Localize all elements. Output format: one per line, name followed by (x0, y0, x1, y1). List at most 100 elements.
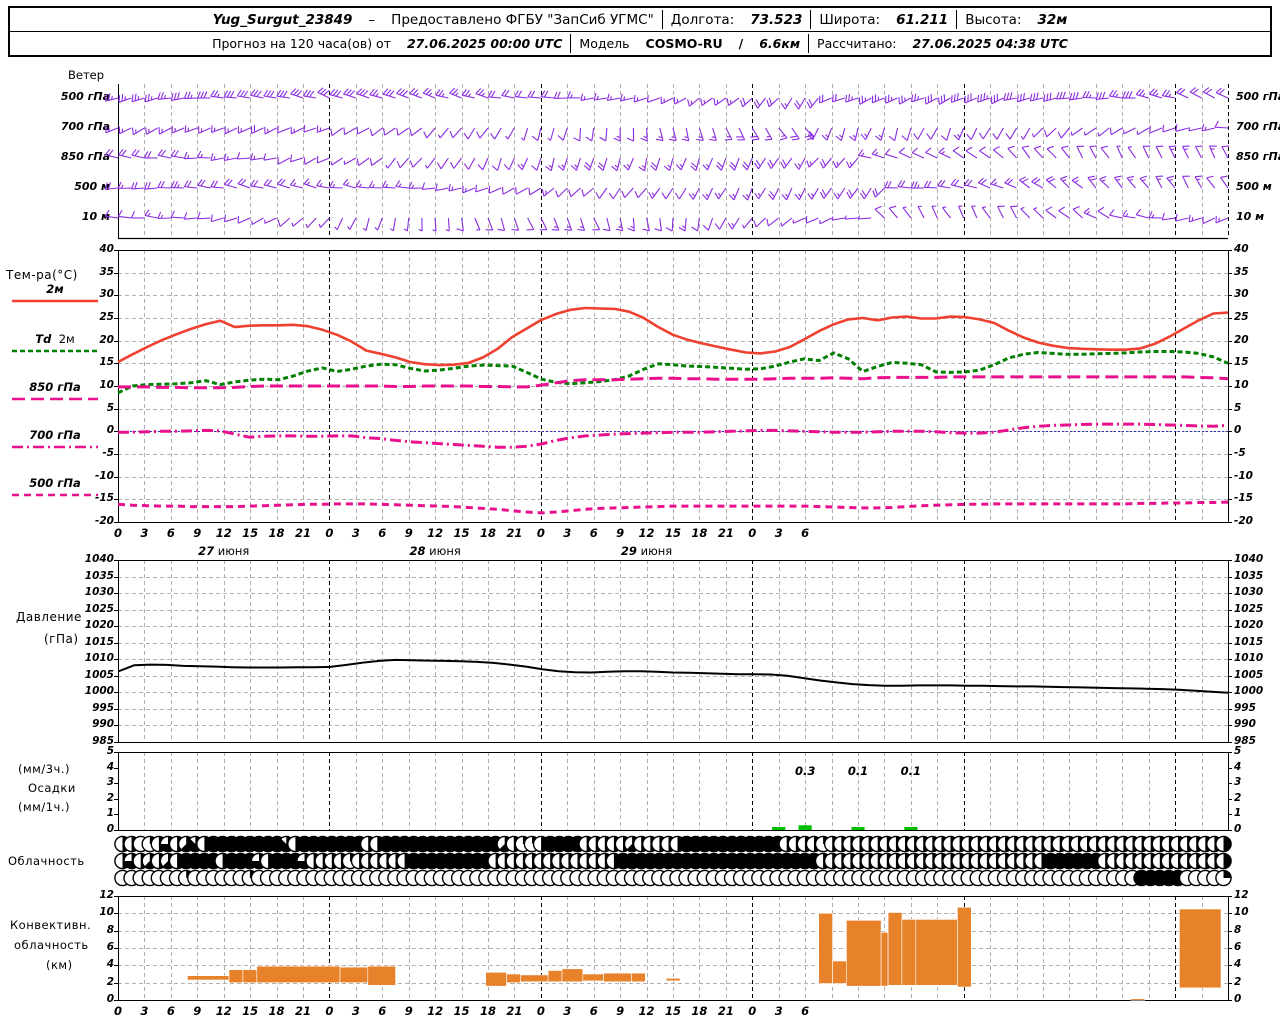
pressure-ytick: 985 (1234, 735, 1256, 747)
legend-label: 850 гПа (29, 380, 81, 394)
divider (810, 10, 812, 29)
temperature-ytick: -20 (1234, 515, 1253, 527)
hour-tick-label: 9 (193, 526, 202, 540)
hour-tick-label: 21 (294, 526, 312, 540)
precip-amount-label: 0.1 (847, 764, 869, 778)
temperature-ytick: 40 (1234, 243, 1249, 255)
precip-amount-label: 0.1 (900, 764, 922, 778)
pressure-ytick: 985 (92, 735, 114, 747)
pressure-ytick: 1000 (84, 685, 114, 698)
forecast-prefix: Прогноз на 120 часа(ов) от (212, 36, 391, 51)
hour-tick-label: 12 (427, 526, 444, 540)
hour-tick-label: 15 (453, 526, 470, 540)
temperature-ytick: -20 (95, 515, 114, 527)
divider (956, 10, 958, 29)
wind-panel: Ветер 500 гПа 700 гПа 850 гПа 500 м 10 м 500… (0, 62, 1280, 250)
temperature-ytick: 5 (1234, 401, 1242, 414)
temperature-ytick: 40 (99, 243, 114, 255)
wind-level-label-left: 850 гПа (60, 150, 110, 163)
hour-tick-label: 18 (268, 1004, 285, 1018)
hour-tick-label: 21 (294, 1004, 312, 1018)
convective-ytick: 4 (106, 958, 114, 971)
wind-level-label-right: 10 м (1236, 210, 1265, 223)
hour-tick-label: 3 (351, 1004, 360, 1018)
hour-tick-label: 3 (563, 1004, 572, 1018)
legend-label: 700 гПа (29, 428, 81, 442)
hour-tick-label: 0 (113, 1004, 123, 1018)
hour-tick-label: 15 (453, 1004, 470, 1018)
temperature-panel: Тем-ра(°C) 2м Td 2м 850 гПа 700 гПа 500 гПа … (0, 243, 1280, 558)
hour-tick-label: 21 (717, 1004, 734, 1018)
hour-tick-label: 0 (536, 526, 545, 540)
pressure-ytick: 990 (92, 718, 114, 731)
model-name: COSMO-RU (645, 36, 723, 51)
convective-ytick: 4 (1234, 958, 1242, 971)
date-label: 28 июня (409, 544, 461, 558)
station-name: Yug_Surgut_23849 (212, 11, 353, 28)
pressure-ytick: 1010 (1234, 652, 1264, 665)
latitude-value: 61.211 (896, 11, 949, 28)
date-label: 27 июня (198, 544, 250, 558)
hour-tick-label: 9 (616, 526, 625, 540)
legend-swatch (12, 397, 98, 401)
legend-swatch (12, 299, 98, 303)
convective-ytick: 12 (99, 889, 114, 901)
pressure-ytick: 1025 (84, 602, 114, 615)
precip-unit-1h: (мм/1ч.) (18, 800, 70, 814)
legend-swatch (12, 445, 98, 449)
convective-ytick: 12 (1234, 889, 1249, 901)
temperature-ytick: 25 (1234, 311, 1249, 323)
cloud-octa-symbol (1215, 852, 1232, 870)
altitude-label: Высота: (965, 11, 1022, 28)
legend-label: 500 гПа (29, 476, 81, 490)
pressure-ytick: 1030 (84, 586, 114, 599)
hour-tick-label: 15 (664, 526, 682, 540)
pressure-ytick: 1035 (1234, 569, 1264, 582)
precipitation-panel: (мм/3ч.) Осадки (мм/1ч.) 5 4 3 2 1 0 5 4 3 2 1 0 0… (0, 745, 1280, 835)
hour-tick-label: 18 (479, 1004, 497, 1018)
longitude-label: Долгота: (670, 11, 735, 28)
hour-tick-label: 6 (166, 1004, 175, 1018)
hour-tick-label: 0 (748, 1004, 757, 1018)
precip-ytick: 5 (106, 745, 114, 757)
cloudiness-title: Облачность (8, 854, 85, 868)
wind-level-label-left: 500 м (74, 180, 110, 193)
hour-tick-label: 0 (748, 526, 757, 540)
temperature-ytick: 10 (1234, 379, 1249, 391)
hour-tick-label: 12 (427, 1004, 444, 1018)
precip-ytick: 2 (1234, 791, 1242, 804)
precip-ytick: 2 (106, 791, 114, 804)
hour-tick-label: 18 (691, 526, 708, 540)
calculated-time: 27.06.2025 04:38 UTC (912, 36, 1068, 51)
hour-tick-label: 18 (691, 1004, 708, 1018)
temperature-ytick: -5 (1234, 447, 1246, 459)
cloudiness-symbols (114, 835, 1232, 887)
model-slash: / (738, 36, 744, 51)
hour-tick-label: 0 (536, 1004, 545, 1018)
temperature-ytick: 20 (1234, 333, 1249, 346)
model-label: Модель (579, 36, 630, 51)
hour-tick-label: 6 (801, 526, 810, 540)
latitude-label: Широта: (819, 11, 881, 28)
precip-ytick: 0 (106, 823, 114, 835)
precip-ytick: 3 (1234, 776, 1242, 789)
hour-tick-label: 12 (638, 1004, 655, 1018)
hour-tick-label: 12 (215, 526, 232, 540)
pressure-ytick: 1005 (84, 668, 114, 681)
temperature-ytick: 10 (99, 379, 114, 391)
temperature-title: Тем-ра(°C) (6, 268, 78, 282)
wind-level-label-right: 500 гПа (1236, 90, 1280, 103)
convective-ytick: 2 (1234, 975, 1242, 988)
wind-level-label-right: 700 гПа (1236, 120, 1280, 133)
precip-ytick: 0 (1234, 823, 1242, 835)
convective-ytick: 6 (106, 941, 114, 953)
hour-tick-label: 12 (215, 1004, 232, 1018)
pressure-ytick: 1020 (1234, 619, 1264, 632)
temperature-ytick: 5 (106, 401, 114, 414)
precip-ytick: 1 (1234, 807, 1242, 820)
temperature-ytick: 20 (99, 333, 114, 346)
convective-title-line1: Конвективн. (10, 918, 92, 932)
longitude-value: 73.523 (750, 11, 803, 28)
legend-label: Td 2м (35, 332, 75, 346)
pressure-ytick: 1015 (1234, 635, 1264, 648)
